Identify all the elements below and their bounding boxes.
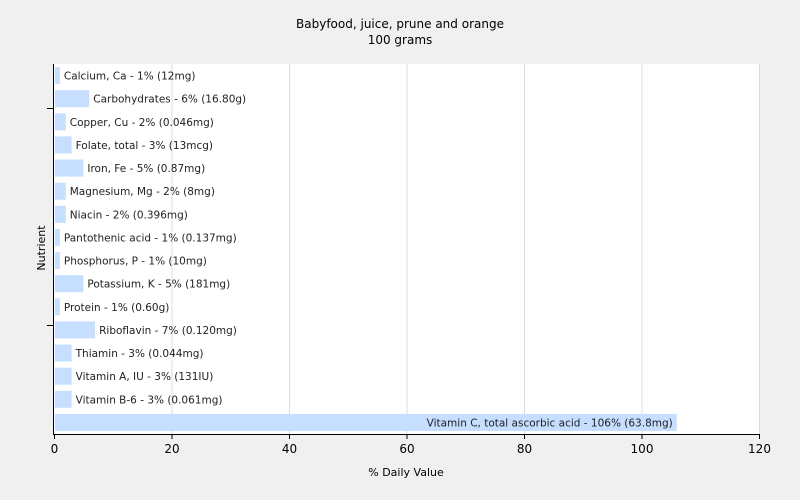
bar [55, 413, 677, 431]
chart-title: Babyfood, juice, prune and orange [296, 17, 504, 31]
bar-label: Pantothenic acid - 1% (0.137mg) [64, 232, 237, 244]
bar [55, 90, 90, 108]
bar-label: Niacin - 2% (0.396mg) [70, 209, 188, 221]
bar-label: Folate, total - 3% (13mcg) [76, 140, 213, 152]
bar-label: Potassium, K - 5% (181mg) [87, 279, 230, 291]
bar-label: Protein - 1% (0.60g) [64, 302, 170, 314]
x-tick-label: 100 [631, 442, 654, 456]
bar-label: Riboflavin - 7% (0.120mg) [99, 325, 237, 337]
x-tick-label: 60 [399, 442, 414, 456]
bar [55, 298, 60, 316]
bar [55, 390, 72, 408]
y-axis-title: Nutrient [35, 225, 48, 271]
bar [55, 136, 72, 154]
bar [55, 344, 72, 362]
x-tick-label: 0 [51, 442, 59, 456]
bar [55, 67, 60, 85]
bar [55, 205, 66, 223]
bar-label: Vitamin A, IU - 3% (131IU) [76, 371, 214, 383]
x-tick-label: 120 [748, 442, 771, 456]
bar [55, 228, 60, 246]
bar-label: Magnesium, Mg - 2% (8mg) [70, 186, 215, 198]
x-axis-title: % Daily Value [368, 466, 444, 479]
x-tick-label: 20 [164, 442, 179, 456]
bar [55, 159, 84, 177]
bar [55, 367, 72, 385]
bar-label: Iron, Fe - 5% (0.87mg) [87, 163, 205, 175]
bar [55, 275, 84, 293]
bar-label: Thiamin - 3% (0.044mg) [75, 348, 204, 360]
bar-label: Carbohydrates - 6% (16.80g) [93, 94, 246, 106]
bar [55, 113, 66, 131]
bar-label: Copper, Cu - 2% (0.046mg) [70, 117, 214, 129]
plot-area: Calcium, Ca - 1% (12mg) Carbohydrates - 6… [47, 64, 771, 456]
x-tick-label: 80 [517, 442, 532, 456]
bar [55, 182, 66, 200]
chart-subtitle: 100 grams [368, 33, 433, 47]
x-tick-label: 40 [282, 442, 297, 456]
bar-label: Calcium, Ca - 1% (12mg) [64, 71, 196, 83]
bar-label: Vitamin C, total ascorbic acid - 106% (6… [427, 417, 673, 429]
bar [55, 252, 60, 270]
bar-label: Phosphorus, P - 1% (10mg) [64, 256, 207, 268]
bar-label: Vitamin B-6 - 3% (0.061mg) [76, 394, 223, 406]
bar [55, 321, 96, 339]
